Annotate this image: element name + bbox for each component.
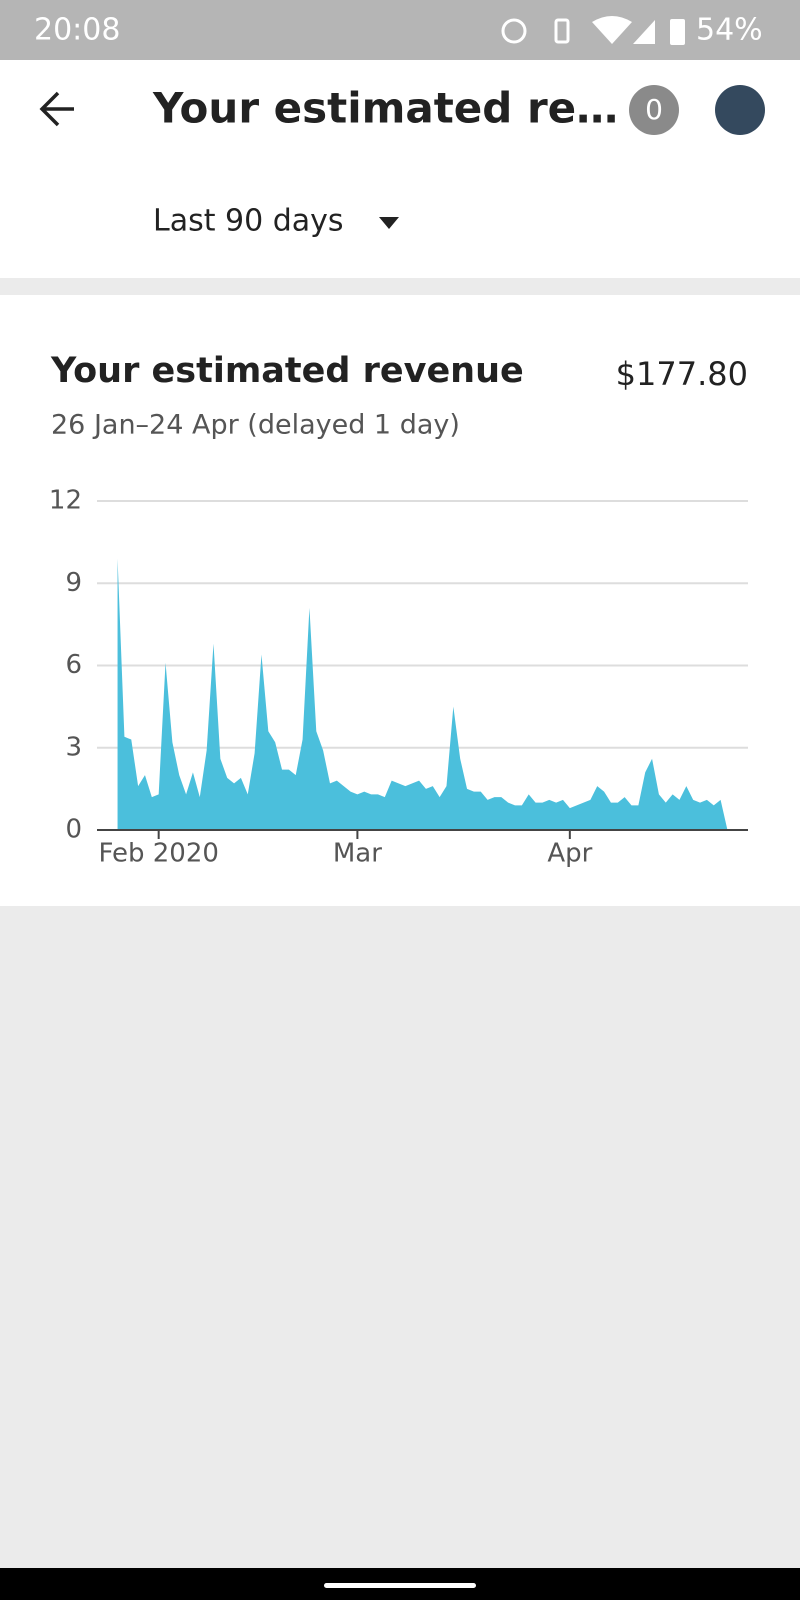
- avatar[interactable]: [715, 85, 765, 135]
- x-tick-label: Mar: [333, 839, 382, 869]
- card-total: $177.80: [616, 355, 748, 393]
- card-title: Your estimated revenue: [50, 351, 524, 391]
- status-time: 20:08: [34, 13, 120, 48]
- status-battery: 54%: [696, 13, 763, 48]
- status-icons: [501, 18, 570, 44]
- card-subtitle: 26 Jan–24 Apr (delayed 1 day): [51, 410, 460, 441]
- home-indicator[interactable]: [324, 1583, 476, 1588]
- y-tick-label: 9: [65, 568, 82, 598]
- notification-badge[interactable]: [629, 85, 679, 135]
- back-button[interactable]: [39, 91, 74, 127]
- area: [117, 558, 728, 830]
- wifi-icon: [592, 16, 632, 44]
- y-tick-label: 3: [65, 732, 82, 762]
- x-tick-label: Apr: [547, 839, 592, 869]
- dropdown-arrow[interactable]: [379, 217, 399, 229]
- battery-icon: [670, 19, 685, 45]
- plot: 0 3 6 9 12 Feb 2020 Mar Apr: [49, 486, 748, 869]
- signal-icon: [633, 20, 655, 44]
- y-tick-label: 6: [65, 650, 82, 680]
- status-bar: [0, 0, 800, 60]
- badge-count: 0: [645, 93, 663, 126]
- header-title: Your estimated re…: [152, 84, 618, 133]
- filter-label[interactable]: Last 90 days: [153, 204, 344, 239]
- y-tick-label: 0: [65, 815, 82, 845]
- x-tick-label: Feb 2020: [98, 839, 218, 869]
- y-tick-label: 12: [49, 486, 82, 516]
